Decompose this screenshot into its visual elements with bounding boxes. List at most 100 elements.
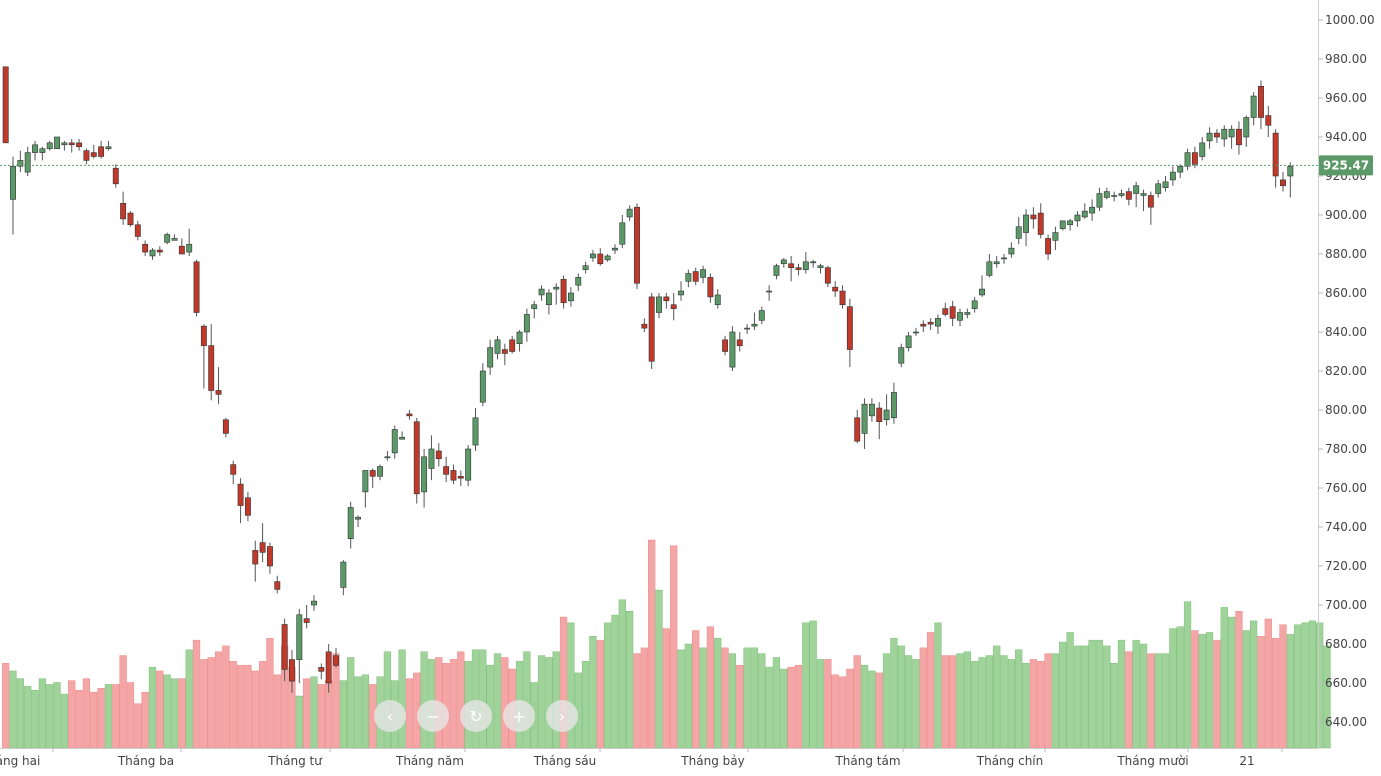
candle-body [76, 142, 83, 148]
candle [964, 308, 971, 319]
candle-body [142, 243, 149, 253]
candle [567, 287, 574, 307]
nav-zoom-out-button[interactable]: − [417, 700, 449, 732]
candle-body [1162, 181, 1169, 189]
candle-body [1206, 132, 1213, 142]
candle [186, 228, 193, 256]
candle [670, 293, 677, 321]
candle [90, 144, 97, 159]
candle-body [171, 238, 178, 241]
candle [105, 140, 112, 151]
candle [54, 136, 60, 149]
candle [1162, 176, 1169, 192]
candle [200, 324, 207, 389]
candle [266, 542, 273, 574]
candle [788, 255, 795, 282]
candle-body [1001, 257, 1007, 260]
volume-bar [1235, 611, 1243, 749]
candle [736, 332, 743, 352]
candle-body [1045, 238, 1052, 255]
candle-body [685, 273, 692, 282]
candle-body [384, 456, 391, 459]
candle [222, 417, 229, 438]
candle [2, 66, 9, 144]
nav-prev-button[interactable]: ‹ [374, 700, 406, 732]
y-tick-label: 720.00 [1325, 559, 1367, 573]
candle-body [993, 261, 1000, 265]
volume-bar [971, 661, 979, 749]
candle-body [222, 419, 229, 434]
candle-body [1280, 179, 1286, 187]
candle-body [729, 331, 736, 368]
candle-body [780, 259, 787, 265]
volume-bar [618, 599, 626, 749]
volume-bar [1154, 653, 1162, 749]
nav-button-circle[interactable] [460, 700, 492, 732]
candle [1008, 242, 1015, 258]
candle-body [971, 300, 978, 309]
volume-bar [1110, 663, 1118, 749]
candle [1030, 207, 1037, 229]
candle [1272, 129, 1279, 188]
candle-body [1059, 220, 1066, 229]
candle [912, 328, 919, 336]
volume-bar [471, 649, 480, 749]
candle-body [1258, 86, 1264, 118]
chart-navigator: ‹ − ↻ + › [374, 700, 578, 732]
candle [384, 450, 391, 461]
candle [230, 460, 237, 485]
candle-body [758, 310, 765, 321]
candle-body [1191, 152, 1198, 165]
candle [810, 259, 817, 268]
volume-bar [677, 649, 685, 749]
x-month-label: Tháng ba [117, 754, 174, 768]
candle [1118, 189, 1125, 198]
candle [678, 281, 684, 301]
candle [1052, 226, 1059, 251]
candle-body [832, 286, 839, 292]
nav-button-circle[interactable] [417, 700, 449, 732]
volume-bar [626, 611, 634, 749]
candle-body [443, 466, 450, 475]
candle-body [54, 136, 60, 149]
candle [274, 575, 281, 594]
candle-body [296, 614, 303, 660]
volume-bar [978, 657, 986, 749]
candle-body [17, 160, 24, 167]
volume-bar [9, 670, 17, 749]
candle [868, 398, 875, 422]
candle [1155, 179, 1162, 198]
volume-bar [897, 645, 905, 749]
price-axis [0, 0, 1319, 749]
nav-next-button[interactable]: › [546, 700, 578, 732]
volume-bar [449, 659, 458, 749]
volume-bar [1272, 637, 1280, 749]
volume-bar [1257, 636, 1265, 749]
nav-button-glyph: ↻ [469, 707, 482, 726]
candle [1089, 199, 1096, 221]
nav-button-circle[interactable] [374, 700, 406, 732]
nav-button-circle[interactable] [546, 700, 578, 732]
candle-body [523, 314, 530, 333]
volume-bar [75, 689, 83, 749]
volume-bar [310, 676, 318, 749]
candle-body [83, 150, 90, 161]
volume-bar [258, 661, 267, 749]
nav-reset-button[interactable]: ↻ [460, 700, 492, 732]
volume-bar [743, 647, 751, 749]
candle [1280, 172, 1286, 192]
nav-button-circle[interactable] [503, 700, 535, 732]
y-tick-label: 740.00 [1325, 520, 1367, 534]
candle [773, 263, 780, 280]
nav-zoom-in-button[interactable]: + [503, 700, 535, 732]
y-tick-label: 860.00 [1325, 286, 1367, 300]
candle [700, 265, 706, 284]
candle-body [656, 296, 662, 313]
candle [523, 308, 530, 342]
volume-bar [303, 678, 311, 749]
candle [24, 146, 31, 176]
candle-body [215, 390, 222, 395]
candle [656, 293, 662, 319]
volume-bar [251, 670, 259, 749]
candle-body [766, 290, 773, 293]
